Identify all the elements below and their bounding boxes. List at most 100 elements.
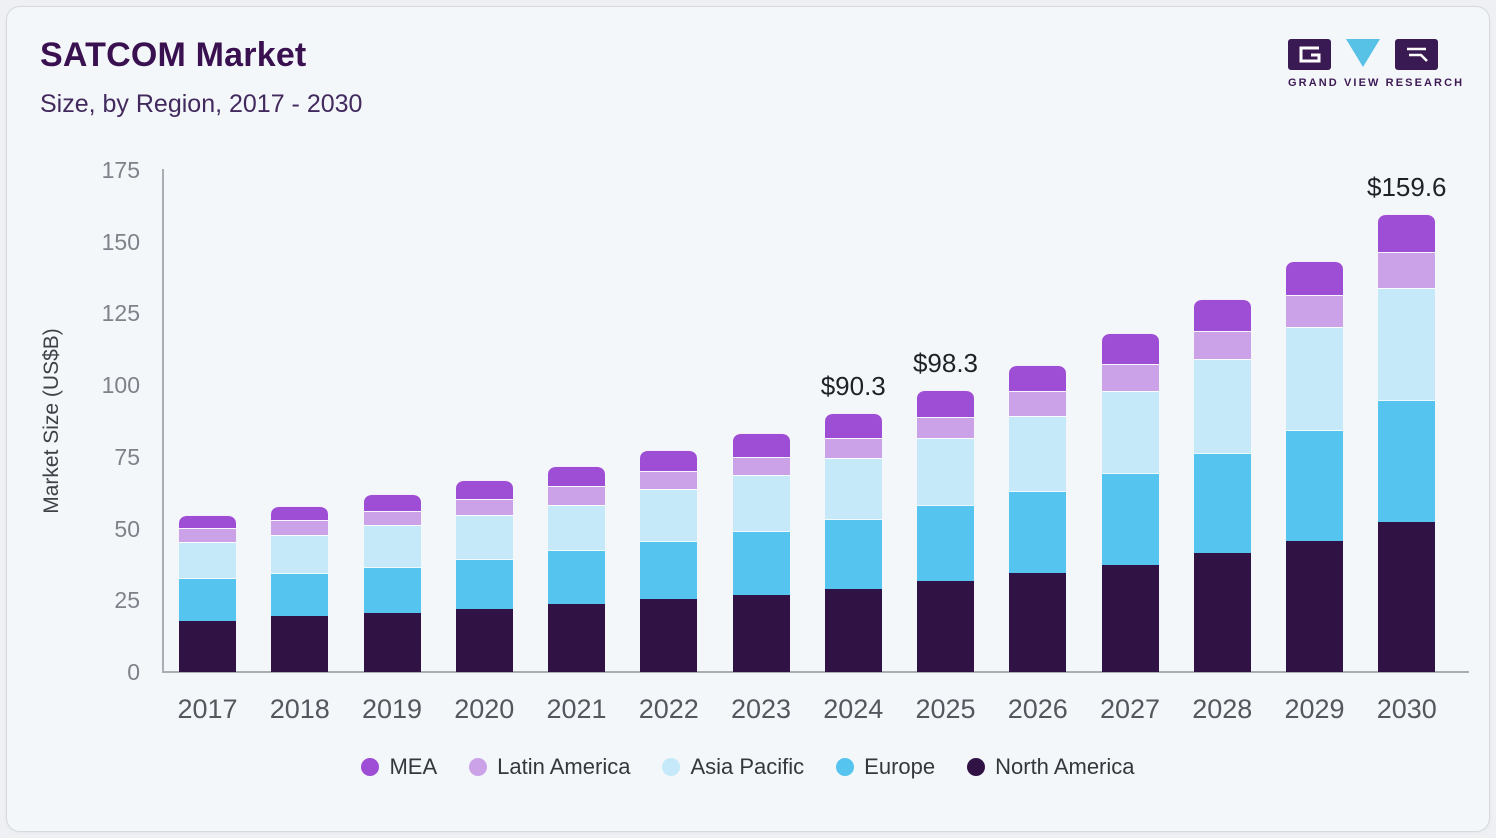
logo-wordmark: GRAND VIEW RESEARCH xyxy=(1288,77,1465,89)
bar-segment-mea-2018 xyxy=(271,505,329,520)
bar-segment-europe-2029 xyxy=(1286,429,1343,542)
x-tick-label-2021: 2021 xyxy=(546,694,607,724)
bar-segment-mea-2024 xyxy=(824,412,882,438)
page-subtitle: Size, by Region, 2017 - 2030 xyxy=(40,90,363,118)
bar-segment-latin-america-2026 xyxy=(1009,391,1067,416)
legend-label: MEA xyxy=(389,754,438,779)
bar-segment-europe-2023 xyxy=(732,531,790,595)
bar-segment-north-america-2021 xyxy=(548,604,605,672)
bar-segment-north-america-2019 xyxy=(363,612,421,672)
legend-swatch-icon xyxy=(469,758,488,776)
bar-segment-latin-america-2022 xyxy=(640,470,698,489)
bar-segment-mea-2025 xyxy=(917,390,974,417)
legend-item-mea: MEA xyxy=(361,754,437,780)
bar-total-label-2030: $159.6 xyxy=(1366,172,1447,203)
bar-segment-asia-pacific-2019 xyxy=(363,524,421,567)
bar-segment-europe-2027 xyxy=(1101,473,1159,565)
bar-segment-europe-2026 xyxy=(1009,490,1067,574)
bar-segment-mea-2023 xyxy=(732,432,790,457)
bar-segment-asia-pacific-2028 xyxy=(1193,359,1251,453)
bar-segment-latin-america-2029 xyxy=(1286,294,1343,328)
logo-g-icon xyxy=(1288,38,1331,70)
page-title: SATCOM Market xyxy=(40,36,307,74)
x-tick-label-2023: 2023 xyxy=(730,694,792,724)
bar-segment-latin-america-2020 xyxy=(455,499,513,516)
grand-view-research-logo: GRAND VIEW RESEARCH xyxy=(1288,38,1465,89)
bar-segment-asia-pacific-2023 xyxy=(732,474,790,532)
x-tick-label-2030: 2030 xyxy=(1376,694,1437,724)
x-tick-label-2028: 2028 xyxy=(1192,694,1253,724)
bar-segment-asia-pacific-2030 xyxy=(1378,287,1436,400)
legend-item-north-america: North America xyxy=(967,754,1135,780)
bar-segment-europe-2025 xyxy=(917,505,974,582)
bar-segment-asia-pacific-2017 xyxy=(179,542,236,578)
x-tick-label-2017: 2017 xyxy=(177,694,238,724)
bar-segment-europe-2022 xyxy=(640,541,698,600)
bar-segment-latin-america-2025 xyxy=(917,416,974,438)
y-axis-line xyxy=(162,169,164,673)
bar-segment-asia-pacific-2026 xyxy=(1009,415,1067,491)
bar-segment-mea-2030 xyxy=(1378,214,1436,253)
bar-segment-asia-pacific-2021 xyxy=(548,504,605,551)
bar-segment-mea-2027 xyxy=(1101,332,1159,365)
y-tick-label: 100 xyxy=(101,372,140,399)
x-tick-label-2020: 2020 xyxy=(454,694,515,724)
legend-label: Asia Pacific xyxy=(690,754,805,779)
bar-segment-europe-2019 xyxy=(363,567,421,613)
bar-segment-mea-2017 xyxy=(179,515,236,529)
bar-segment-latin-america-2021 xyxy=(548,485,605,505)
x-tick-label-2018: 2018 xyxy=(269,694,330,724)
legend-label: Europe xyxy=(864,754,936,779)
legend-label: North America xyxy=(995,754,1135,779)
y-tick-label: 25 xyxy=(114,587,140,614)
bar-segment-europe-2021 xyxy=(548,550,605,604)
bar-segment-asia-pacific-2022 xyxy=(640,488,698,542)
bar-segment-asia-pacific-2018 xyxy=(271,534,329,574)
logo-r-icon xyxy=(1395,38,1438,70)
bar-segment-europe-2018 xyxy=(271,573,329,617)
bar-segment-north-america-2024 xyxy=(824,588,882,672)
bar-segment-mea-2019 xyxy=(363,494,421,511)
legend-swatch-icon xyxy=(662,758,681,776)
logo-triangle-icon xyxy=(1346,39,1380,67)
bar-segment-latin-america-2027 xyxy=(1101,364,1159,392)
x-tick-label-2029: 2029 xyxy=(1284,694,1345,724)
legend-item-asia-pacific: Asia Pacific xyxy=(662,754,804,780)
bar-segment-latin-america-2028 xyxy=(1193,330,1251,360)
legend-swatch-icon xyxy=(967,758,986,776)
bar-segment-latin-america-2017 xyxy=(179,528,236,543)
bar-segment-north-america-2018 xyxy=(271,616,329,672)
bar-segment-mea-2021 xyxy=(548,466,605,486)
bar-segment-latin-america-2019 xyxy=(363,510,421,525)
legend-item-europe: Europe xyxy=(836,754,935,780)
y-tick-label: 0 xyxy=(127,659,140,685)
bar-segment-north-america-2025 xyxy=(917,581,974,672)
bar-segment-europe-2028 xyxy=(1193,452,1251,553)
x-tick-label-2019: 2019 xyxy=(361,694,423,724)
y-tick-label: 75 xyxy=(114,443,140,470)
bar-segment-mea-2020 xyxy=(455,479,513,500)
bar-segment-north-america-2028 xyxy=(1193,552,1251,672)
bar-segment-north-america-2023 xyxy=(732,594,790,672)
bar-segment-latin-america-2018 xyxy=(271,519,329,535)
bar-segment-europe-2020 xyxy=(455,559,513,609)
bar-segment-north-america-2029 xyxy=(1286,541,1343,672)
bar-segment-mea-2028 xyxy=(1193,299,1251,331)
bar-segment-north-america-2030 xyxy=(1378,521,1436,672)
x-tick-label-2024: 2024 xyxy=(823,694,884,724)
bar-segment-mea-2022 xyxy=(640,449,698,471)
bar-segment-asia-pacific-2020 xyxy=(455,515,513,560)
bar-segment-asia-pacific-2024 xyxy=(824,458,882,519)
y-tick-label: 175 xyxy=(101,157,140,183)
bar-segment-latin-america-2023 xyxy=(732,456,790,475)
x-tick-label-2027: 2027 xyxy=(1099,694,1161,724)
bar-segment-north-america-2027 xyxy=(1101,564,1159,672)
bar-total-label-2024: $90.3 xyxy=(820,370,886,401)
legend: MEA Latin America Asia Pacific Europe North … xyxy=(0,754,1496,780)
bar-segment-asia-pacific-2029 xyxy=(1286,327,1343,430)
bar-segment-mea-2029 xyxy=(1286,260,1343,295)
bar-segment-asia-pacific-2027 xyxy=(1101,391,1159,474)
y-tick-label: 150 xyxy=(101,228,140,255)
x-tick-label-2022: 2022 xyxy=(638,694,699,724)
bar-segment-latin-america-2030 xyxy=(1378,252,1436,288)
